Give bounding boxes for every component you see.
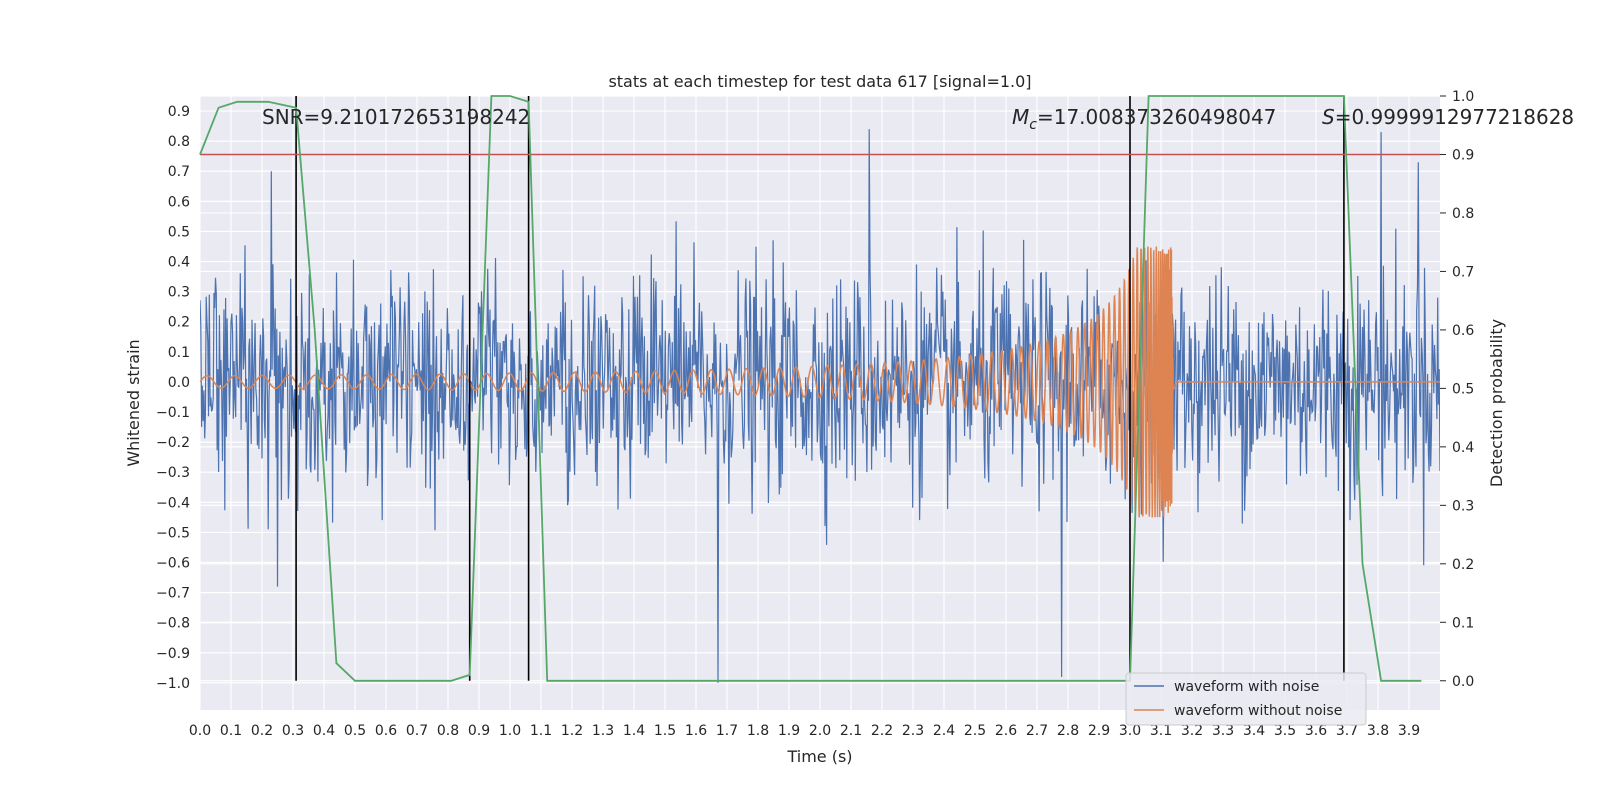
x-tick-label: 1.5: [654, 723, 676, 739]
x-tick-label: 3.2: [1181, 723, 1203, 739]
x-tick-label: 0.2: [251, 723, 273, 739]
detection-probability-line: [199, 95, 1422, 682]
x-tick-label: 2.3: [902, 723, 924, 739]
y-tick-label: 0.2: [168, 315, 190, 331]
x-tick-label: 2.0: [809, 723, 831, 739]
y-tick-label: 0.4: [168, 255, 190, 271]
x-tick-label: 1.4: [623, 723, 645, 739]
x-tick-label: 0.9: [468, 723, 490, 739]
y-tick-label: −0.5: [156, 525, 190, 541]
y-tick-label: −0.2: [156, 435, 190, 451]
x-tick-label: 0.6: [375, 723, 397, 739]
y2-axis-ticks: 1.0 0.9 0.8 0.7 0.6 0.5 0.4 0.3 0.2 0.1 0.0: [1440, 89, 1474, 690]
y2-tick-label: 0.2: [1452, 557, 1474, 573]
x-tick-label: 2.9: [1088, 723, 1110, 739]
y2-tick-label: 0.4: [1452, 440, 1474, 456]
y-axis-ticks: 0.9 0.8 0.7 0.6 0.5 0.4 0.3 0.2 0.1 0.0 −0.1 −0.2 −0…: [156, 104, 190, 692]
x-tick-label: 2.8: [1057, 723, 1079, 739]
x-tick-label: 1.0: [499, 723, 521, 739]
x-tick-label: 3.0: [1119, 723, 1141, 739]
x-tick-label: 3.7: [1336, 723, 1358, 739]
y-tick-label: −0.9: [156, 646, 190, 662]
significance-value: =0.9999912977218628: [1335, 105, 1574, 129]
x-tick-label: 0.1: [220, 723, 242, 739]
y-tick-label: 0.6: [168, 194, 190, 210]
x-tick-label: 3.9: [1398, 723, 1420, 739]
y2-tick-label: 0.8: [1452, 206, 1474, 222]
legend-label-clean: waveform without noise: [1174, 703, 1342, 719]
y-tick-label: −0.6: [156, 556, 190, 572]
y-tick-label: −0.4: [156, 495, 190, 511]
x-tick-label: 2.6: [995, 723, 1017, 739]
y-tick-label: 0.1: [168, 345, 190, 361]
x-tick-label: 1.8: [747, 723, 769, 739]
y-tick-label: 0.7: [168, 164, 190, 180]
x-axis-ticks: 0.0 0.1 0.2 0.3 0.4 0.5 0.6 0.7 0.8 0.9 1.0 1.1 1.2 1…: [189, 723, 1420, 739]
chart-title: stats at each timestep for test data 617…: [608, 72, 1031, 91]
y2-tick-label: 0.0: [1452, 674, 1474, 690]
y2-tick-label: 0.7: [1452, 264, 1474, 280]
x-tick-label: 3.6: [1305, 723, 1327, 739]
x-tick-label: 1.9: [778, 723, 800, 739]
x-tick-label: 0.0: [189, 723, 211, 739]
x-tick-label: 2.1: [840, 723, 862, 739]
chirp-mass-subscript: c: [1029, 117, 1037, 133]
x-tick-label: 2.4: [933, 723, 955, 739]
y-tick-label: −1.0: [156, 676, 190, 692]
y-tick-label: −0.8: [156, 616, 190, 632]
y2-tick-label: 0.9: [1452, 147, 1474, 163]
y-tick-label: 0.9: [168, 104, 190, 120]
legend: waveform with noise waveform without noi…: [1125, 672, 1367, 726]
y-axis-label: Whitened strain: [124, 339, 143, 466]
clean-waveform-series: [200, 246, 1440, 518]
significance-annotation: S=0.9999912977218628: [1322, 105, 1574, 129]
x-tick-label: 0.3: [282, 723, 304, 739]
x-tick-label: 3.3: [1212, 723, 1234, 739]
x-tick-label: 0.4: [313, 723, 335, 739]
x-tick-label: 1.6: [685, 723, 707, 739]
x-tick-label: 2.2: [871, 723, 893, 739]
y2-tick-label: 0.1: [1452, 615, 1474, 631]
y-tick-label: −0.1: [156, 405, 190, 421]
x-tick-label: 0.8: [437, 723, 459, 739]
y2-tick-label: 1.0: [1452, 89, 1474, 105]
chirp-mass-annotation: Mc=17.008373260498047: [1012, 105, 1276, 133]
x-tick-label: 0.7: [406, 723, 428, 739]
legend-label-noisy: waveform with noise: [1174, 679, 1319, 695]
significance-symbol: S: [1322, 105, 1335, 129]
x-tick-label: 1.1: [530, 723, 552, 739]
clean-waveform-line: [200, 246, 1440, 518]
x-tick-label: 1.7: [716, 723, 738, 739]
y2-tick-label: 0.5: [1452, 381, 1474, 397]
legend-box: [1125, 672, 1367, 726]
snr-annotation: SNR=9.210172653198242: [262, 105, 530, 129]
x-tick-label: 1.3: [592, 723, 614, 739]
noisy-waveform-series: [200, 129, 1440, 683]
chirp-mass-value: =17.008373260498047: [1037, 105, 1276, 129]
detection-probability-series: [199, 95, 1422, 682]
chirp-mass-symbol: M: [1012, 105, 1029, 129]
y-tick-label: 0.0: [168, 375, 190, 391]
x-tick-label: 0.5: [344, 723, 366, 739]
x-tick-label: 3.1: [1150, 723, 1172, 739]
y-tick-label: −0.7: [156, 586, 190, 602]
y2-tick-label: 0.6: [1452, 323, 1474, 339]
x-tick-label: 1.2: [561, 723, 583, 739]
y-tick-label: −0.3: [156, 465, 190, 481]
y2-tick-label: 0.3: [1452, 498, 1474, 514]
detection-lines: [295, 96, 1345, 681]
y2-axis-label: Detection probability: [1487, 319, 1506, 487]
x-tick-label: 2.5: [964, 723, 986, 739]
y-tick-label: 0.5: [168, 224, 190, 240]
y-tick-label: 0.8: [168, 134, 190, 150]
x-tick-label: 3.5: [1274, 723, 1296, 739]
x-tick-label: 3.8: [1367, 723, 1389, 739]
x-tick-label: 3.4: [1243, 723, 1265, 739]
x-tick-label: 2.7: [1026, 723, 1048, 739]
noisy-waveform-line: [200, 129, 1440, 683]
x-axis-label: Time (s): [786, 747, 852, 766]
y-tick-label: 0.3: [168, 285, 190, 301]
